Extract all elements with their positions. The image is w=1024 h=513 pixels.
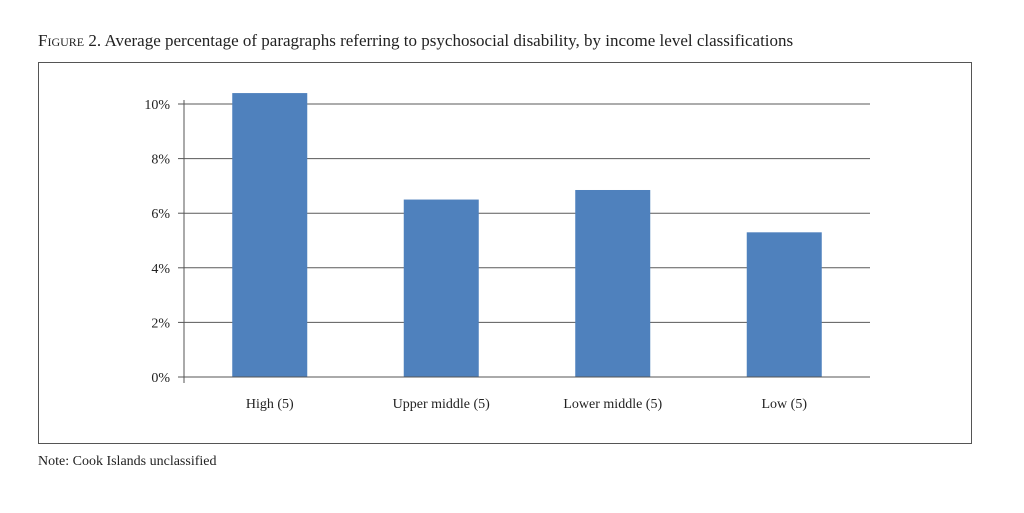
y-tick-label: 2% xyxy=(151,316,170,331)
bar xyxy=(746,232,822,377)
y-tick-label: 6% xyxy=(151,207,170,222)
figure-caption: Figure 2. Average percentage of paragrap… xyxy=(38,31,793,51)
y-tick-label: 0% xyxy=(151,371,170,386)
figure-label: Figure 2. xyxy=(38,31,102,50)
y-tick-label: 4% xyxy=(151,262,170,277)
bar-chart: 0% 2% 4% 6% 8% 10% High (5) Upper middle (5) Low… xyxy=(144,93,870,412)
figure-note: Note: Cook Islands unclassified xyxy=(38,454,217,469)
chart-frame: 0% 2% 4% 6% 8% 10% High (5) Upper middle (5) Low… xyxy=(38,62,972,444)
x-tick-label: Lower middle (5) xyxy=(563,397,662,412)
bar xyxy=(575,189,651,377)
figure-caption-text: Average percentage of paragraphs referri… xyxy=(104,31,794,50)
x-tick-label: Upper middle (5) xyxy=(393,397,491,412)
y-tick-label: 10% xyxy=(144,98,170,113)
bar xyxy=(403,199,479,377)
y-tick-label: 8% xyxy=(151,153,170,168)
bar xyxy=(232,93,308,377)
x-tick-label: High (5) xyxy=(246,397,294,412)
x-tick-label: Low (5) xyxy=(762,397,808,412)
